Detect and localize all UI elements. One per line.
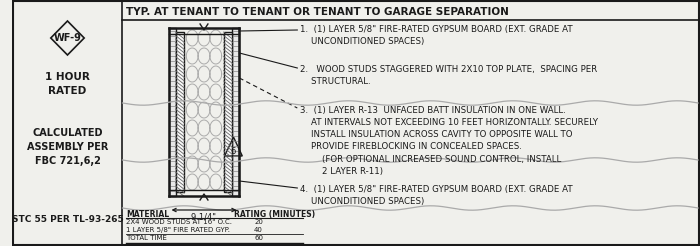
Text: WF-9: WF-9 <box>53 33 81 43</box>
Text: 40: 40 <box>254 227 263 233</box>
Text: 2X4 WOOD STUDS AT 16" O.C.: 2X4 WOOD STUDS AT 16" O.C. <box>127 219 232 225</box>
Text: RATING (MINUTES): RATING (MINUTES) <box>234 210 316 219</box>
Text: 60: 60 <box>254 235 263 241</box>
Text: STC 55 PER TL-93-265: STC 55 PER TL-93-265 <box>12 215 123 224</box>
Text: 4.  (1) LAYER 5/8" FIRE-RATED GYPSUM BOARD (EXT. GRADE AT
    UNCONDITIONED SPAC: 4. (1) LAYER 5/8" FIRE-RATED GYPSUM BOAR… <box>300 185 573 206</box>
Text: TOTAL TIME: TOTAL TIME <box>127 235 167 241</box>
Text: 1 LAYER 5/8" FIRE RATED GYP.: 1 LAYER 5/8" FIRE RATED GYP. <box>127 227 230 233</box>
Text: MATERIAL: MATERIAL <box>127 210 169 219</box>
Text: CALCULATED
ASSEMBLY PER
FBC 721,6,2: CALCULATED ASSEMBLY PER FBC 721,6,2 <box>27 128 108 166</box>
Bar <box>169 28 176 196</box>
Bar <box>223 32 232 192</box>
Text: 9 1/4": 9 1/4" <box>192 212 216 221</box>
Text: 1.  (1) LAYER 5/8" FIRE-RATED GYPSUM BOARD (EXT. GRADE AT
    UNCONDITIONED SPAC: 1. (1) LAYER 5/8" FIRE-RATED GYPSUM BOAR… <box>300 25 573 46</box>
Text: 2.   WOOD STUDS STAGGERED WITH 2X10 TOP PLATE,  SPACING PER
    STRUCTURAL.: 2. WOOD STUDS STAGGERED WITH 2X10 TOP PL… <box>300 65 598 86</box>
Bar <box>232 28 239 196</box>
Text: TYP. AT TENANT TO TENANT OR TENANT TO GARAGE SEPARATION: TYP. AT TENANT TO TENANT OR TENANT TO GA… <box>127 7 510 17</box>
Text: 20: 20 <box>254 219 263 225</box>
Text: 6: 6 <box>231 147 236 155</box>
Text: 3.  (1) LAYER R-13  UNFACED BATT INSULATION IN ONE WALL.
    AT INTERVALS NOT EX: 3. (1) LAYER R-13 UNFACED BATT INSULATIO… <box>300 106 598 176</box>
Text: 1 HOUR
RATED: 1 HOUR RATED <box>45 72 90 96</box>
Bar <box>176 32 184 192</box>
